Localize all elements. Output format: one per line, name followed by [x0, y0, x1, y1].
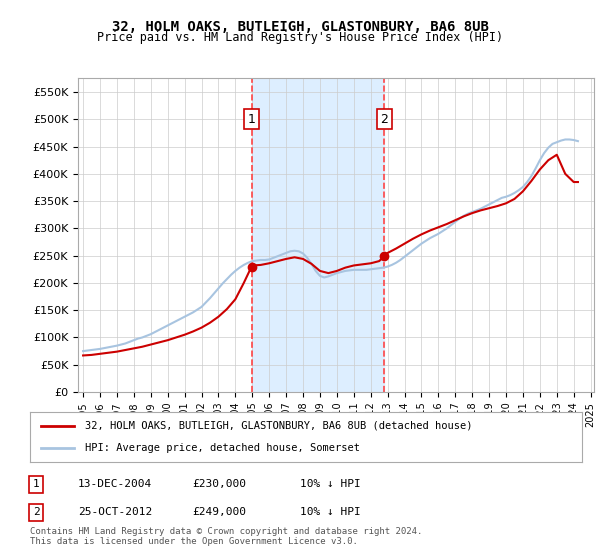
- Text: Price paid vs. HM Land Registry's House Price Index (HPI): Price paid vs. HM Land Registry's House …: [97, 31, 503, 44]
- Bar: [251, 78, 385, 392]
- Text: 32, HOLM OAKS, BUTLEIGH, GLASTONBURY, BA6 8UB (detached house): 32, HOLM OAKS, BUTLEIGH, GLASTONBURY, BA…: [85, 421, 473, 431]
- Text: 1: 1: [248, 113, 256, 125]
- Text: £230,000: £230,000: [192, 479, 246, 489]
- Text: 13-DEC-2004: 13-DEC-2004: [78, 479, 152, 489]
- Text: 2: 2: [32, 507, 40, 517]
- Text: 10% ↓ HPI: 10% ↓ HPI: [300, 507, 361, 517]
- Text: £249,000: £249,000: [192, 507, 246, 517]
- Text: 2: 2: [380, 113, 388, 125]
- Text: HPI: Average price, detached house, Somerset: HPI: Average price, detached house, Some…: [85, 443, 360, 453]
- Text: 25-OCT-2012: 25-OCT-2012: [78, 507, 152, 517]
- Text: 1: 1: [32, 479, 40, 489]
- Text: 10% ↓ HPI: 10% ↓ HPI: [300, 479, 361, 489]
- Text: 32, HOLM OAKS, BUTLEIGH, GLASTONBURY, BA6 8UB: 32, HOLM OAKS, BUTLEIGH, GLASTONBURY, BA…: [112, 20, 488, 34]
- Text: Contains HM Land Registry data © Crown copyright and database right 2024.
This d: Contains HM Land Registry data © Crown c…: [30, 526, 422, 546]
